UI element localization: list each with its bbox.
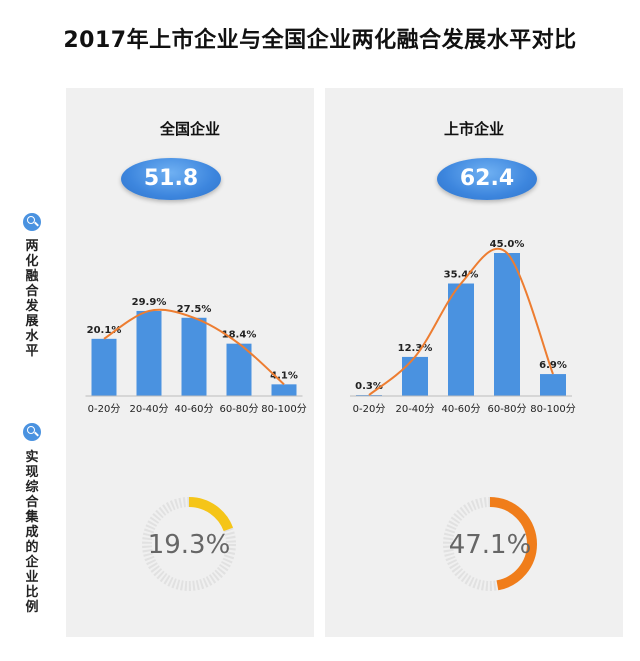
x-tick-label: 80-100分 xyxy=(530,403,575,415)
x-tick-label: 20-40分 xyxy=(395,403,434,415)
bar xyxy=(181,317,207,396)
x-tick-label: 0-20分 xyxy=(353,403,386,415)
panel-title-listed: 上市企业 xyxy=(443,120,504,138)
bar xyxy=(226,343,252,396)
bar-value-label: 20.1% xyxy=(87,325,122,336)
side-label-level: 两化融合发展水平 xyxy=(25,239,39,359)
score-badge-national: 51.8 xyxy=(121,158,221,200)
bar-value-label: 0.3% xyxy=(355,381,383,392)
bar xyxy=(540,374,566,396)
bar-value-label: 29.9% xyxy=(132,297,167,308)
bar xyxy=(494,253,520,396)
bar-chart-listed: 0.3% 0-20分 12.3% 20-40分 35.4% 40-60分 45.0% 60-8… xyxy=(350,239,576,591)
ring-progress-arc xyxy=(443,497,537,591)
magnifier-icon xyxy=(23,423,41,441)
bar xyxy=(448,283,474,396)
trend-curve xyxy=(368,247,554,396)
bar-value-label: 27.5% xyxy=(177,304,212,315)
bar xyxy=(136,310,162,396)
side-label-integration: 实现综合集成的企业比例 xyxy=(25,450,39,615)
ring-percentage-label: 19.3% xyxy=(148,530,231,560)
bar xyxy=(91,338,117,396)
ring-progress-arc xyxy=(142,497,236,591)
x-tick-label: 40-60分 xyxy=(441,403,480,415)
bar-value-label: 12.3% xyxy=(398,343,433,354)
bar-value-label: 18.4% xyxy=(222,330,257,341)
page-title: 2017年上市企业与全国企业两化融合发展水平对比 xyxy=(63,28,577,53)
x-tick-label: 80-100分 xyxy=(261,403,306,415)
score-badge-listed: 62.4 xyxy=(437,158,537,200)
panel-title-national: 全国企业 xyxy=(159,120,220,138)
ring-percentage-label: 47.1% xyxy=(449,530,532,560)
bar-value-label: 6.9% xyxy=(539,360,567,371)
bar xyxy=(271,384,297,396)
bar-value-label: 35.4% xyxy=(444,270,479,281)
x-tick-label: 60-80分 xyxy=(487,403,526,415)
bar-chart-national: 20.1% 0-20分 29.9% 20-40分 27.5% 40-60分 18.4% 60-… xyxy=(85,297,307,591)
x-tick-label: 0-20分 xyxy=(88,403,121,415)
x-tick-label: 40-60分 xyxy=(174,403,213,415)
x-tick-label: 20-40分 xyxy=(129,403,168,415)
bar xyxy=(402,356,428,396)
trend-curve xyxy=(103,308,285,386)
panel-listed: 上市企业 62.4 0.3% 0-20分 12.3% 20-40分 35.4% 40-60… xyxy=(325,88,623,637)
magnifier-icon xyxy=(23,213,41,231)
x-tick-label: 60-80分 xyxy=(219,403,258,415)
bar-value-label: 45.0% xyxy=(490,239,525,250)
bar-value-label: 4.1% xyxy=(270,370,298,381)
panel-national: 全国企业 51.8 20.1% 0-20分 29.9% 20-40分 27.5% 40-6… xyxy=(66,88,314,637)
